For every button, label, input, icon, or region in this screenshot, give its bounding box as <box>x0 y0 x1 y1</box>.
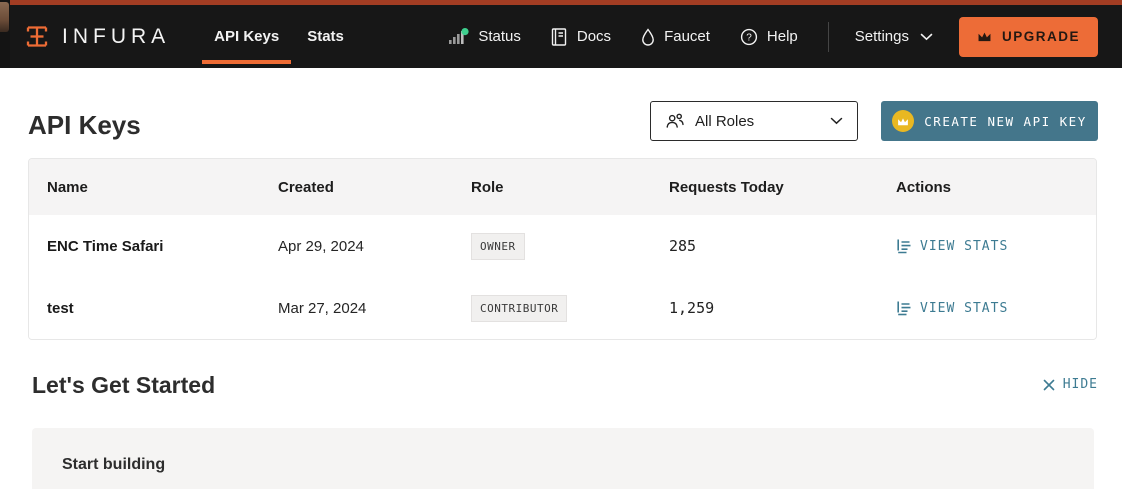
page-title: API Keys <box>28 110 141 140</box>
settings-label: Settings <box>854 28 909 45</box>
view-stats-link[interactable]: VIEW STATS <box>896 239 1096 254</box>
requests-today-value: 1,259 <box>669 299 715 317</box>
hide-link[interactable]: HIDE <box>1043 377 1098 392</box>
settings-menu[interactable]: Settings <box>855 28 933 45</box>
nav-status-label: Status <box>478 28 521 45</box>
chevron-down-icon <box>830 117 843 125</box>
column-header-requests: Requests Today <box>669 178 784 196</box>
api-key-created: Apr 29, 2024 <box>278 237 364 255</box>
get-started-title: Let's Get Started <box>32 372 216 398</box>
top-navbar: INFURA API Keys Stats <box>0 0 1122 68</box>
upgrade-button[interactable]: UPGRADE <box>958 16 1098 57</box>
tab-api-keys[interactable]: API Keys <box>200 5 293 68</box>
table-header-row: Name Created Role Requests Today Actions <box>29 159 1096 215</box>
api-key-name: ENC Time Safari <box>47 237 164 255</box>
infura-logo-text: INFURA <box>62 24 171 48</box>
navbar-divider <box>827 21 829 52</box>
primary-nav-tabs: API Keys Stats <box>200 5 358 68</box>
nav-link-faucet[interactable]: Faucet <box>641 27 710 46</box>
book-icon <box>551 27 568 46</box>
column-header-created: Created <box>278 178 334 196</box>
nav-docs-label: Docs <box>576 28 612 45</box>
table-row: ENC Time Safari Apr 29, 2024 OWNER 285 V… <box>29 215 1096 277</box>
bar-chart-icon <box>896 301 912 316</box>
column-header-actions: Actions <box>896 178 952 196</box>
top-accent-strip <box>10 0 1122 5</box>
tab-stats-label: Stats <box>307 28 344 45</box>
requests-today-value: 285 <box>669 237 697 255</box>
hide-label: HIDE <box>1062 377 1098 392</box>
role-badge: CONTRIBUTOR <box>471 294 568 322</box>
start-building-title: Start building <box>62 456 166 473</box>
tab-stats[interactable]: Stats <box>293 5 358 68</box>
navbar-content: INFURA API Keys Stats <box>0 5 1122 68</box>
api-keys-table: Name Created Role Requests Today Actions… <box>28 158 1097 340</box>
view-stats-label: VIEW STATS <box>920 300 1009 316</box>
view-stats-link[interactable]: VIEW STATS <box>896 301 1096 316</box>
api-key-name: test <box>47 299 74 317</box>
column-header-name: Name <box>47 178 88 196</box>
question-circle-icon: ? <box>740 28 758 46</box>
create-new-api-key-button[interactable]: CREATE NEW API KEY <box>881 101 1098 141</box>
role-badge-cell: CONTRIBUTOR <box>471 294 669 322</box>
crown-icon <box>977 31 992 42</box>
chevron-down-icon <box>920 33 933 41</box>
avatar <box>0 2 9 32</box>
droplet-icon <box>641 27 655 46</box>
nav-link-docs[interactable]: Docs <box>551 27 612 46</box>
screen-edge-artifact <box>0 0 10 68</box>
upgrade-label: UPGRADE <box>1001 29 1080 44</box>
navbar-right-group: Status Docs <box>448 16 1098 57</box>
api-key-created: Mar 27, 2024 <box>278 299 367 317</box>
view-stats-label: VIEW STATS <box>920 238 1009 254</box>
column-header-role: Role <box>471 178 504 196</box>
roles-filter-select[interactable]: All Roles <box>650 101 858 141</box>
signal-bars-icon <box>448 28 469 45</box>
roles-filter-value: All Roles <box>695 112 755 130</box>
tab-api-keys-label: API Keys <box>214 28 280 45</box>
close-icon <box>1043 379 1055 391</box>
svg-text:?: ? <box>746 32 752 43</box>
nav-help-label: Help <box>766 28 798 45</box>
role-badge-cell: OWNER <box>471 232 669 260</box>
create-new-api-key-label: CREATE NEW API KEY <box>924 113 1087 129</box>
nav-link-help[interactable]: ? Help <box>740 28 798 46</box>
nav-link-status[interactable]: Status <box>448 28 521 45</box>
table-row: test Mar 27, 2024 CONTRIBUTOR 1,259 VIEW… <box>29 277 1096 339</box>
users-group-icon <box>665 113 685 129</box>
crown-badge-icon <box>892 110 915 132</box>
infura-logo[interactable]: INFURA <box>25 24 170 49</box>
nav-faucet-label: Faucet <box>664 28 710 45</box>
infura-logo-icon <box>25 24 49 49</box>
role-badge: OWNER <box>471 232 525 260</box>
get-started-card: Start building <box>32 428 1094 489</box>
bar-chart-icon <box>896 239 912 254</box>
